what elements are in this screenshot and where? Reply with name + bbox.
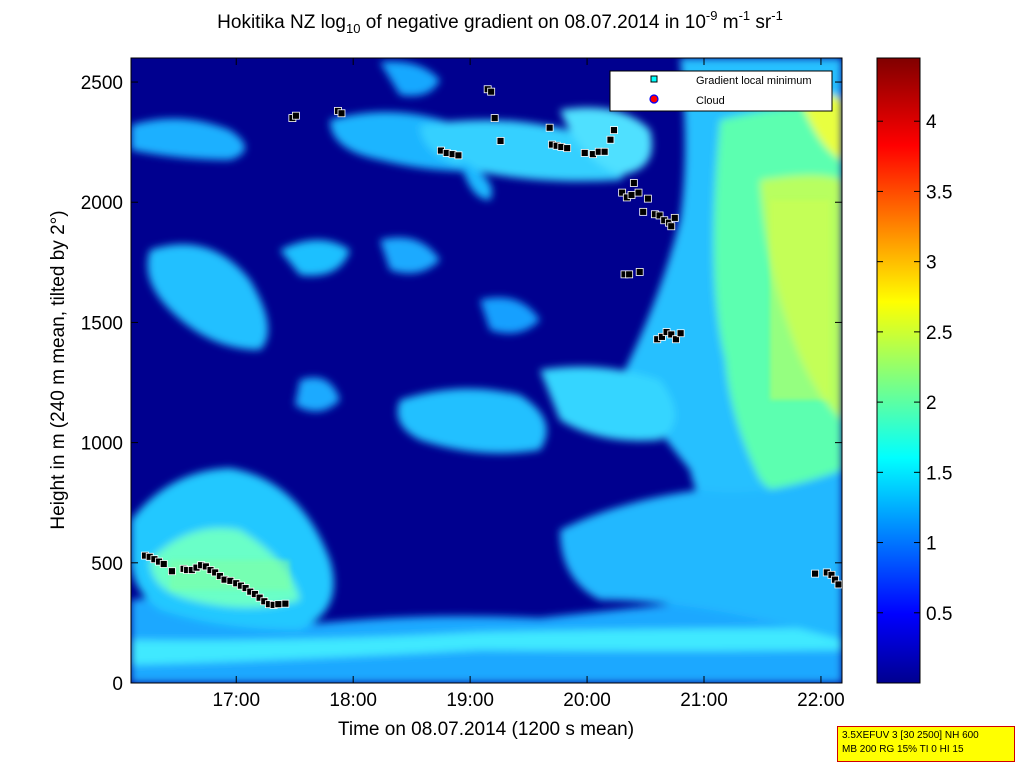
x-tick-label: 21:00 xyxy=(680,690,728,711)
x-axis-label: Time on 08.07.2014 (1200 s mean) xyxy=(338,719,634,740)
x-tick-label: 19:00 xyxy=(446,690,494,711)
gradient-minimum-marker xyxy=(600,147,609,156)
gradient-minimum-marker xyxy=(337,109,346,118)
colorbar-tick-label: 4 xyxy=(926,112,937,133)
colorbar: 0.5 1 1.5 2 2.5 3 3.5 4 xyxy=(876,57,952,684)
colorbar-tick-label: 3 xyxy=(926,253,937,274)
gradient-minimum-marker xyxy=(580,149,589,157)
settings-box: 3.5XEFUV 3 [30 2500] NH 600 MB 200 RG 15… xyxy=(837,726,1015,762)
gradient-minimum-marker xyxy=(627,191,636,199)
title-log-base: 10 xyxy=(346,21,361,36)
gradient-minimum-marker xyxy=(281,599,290,608)
y-tick-label: 2500 xyxy=(81,73,123,94)
gradient-minimum-marker xyxy=(629,179,638,187)
title-prefix: Hokitika NZ log xyxy=(217,12,346,33)
colorbar-tick-label: 1.5 xyxy=(926,463,952,484)
gradient-minimum-marker xyxy=(291,111,300,120)
chart-title: Hokitika NZ log10 of negative gradient o… xyxy=(0,8,1000,36)
gradient-minimum-marker xyxy=(670,213,679,222)
gradient-minimum-marker xyxy=(159,560,168,568)
title-exponent: -9 xyxy=(705,8,718,23)
legend-label-cloud: Cloud xyxy=(696,95,725,107)
x-tick-label: 18:00 xyxy=(329,690,377,711)
gradient-minimum-marker xyxy=(643,194,652,203)
x-tick-label: 20:00 xyxy=(563,690,611,711)
gradient-minimum-marker xyxy=(834,580,842,589)
y-tick-label: 0 xyxy=(112,674,123,695)
colorbar-tick-label: 0.5 xyxy=(926,604,952,625)
gradient-minimum-marker xyxy=(655,211,664,220)
gradient-minimum-marker xyxy=(490,114,499,122)
gradient-minimum-marker xyxy=(667,330,676,339)
colorbar-tick-label: 3.5 xyxy=(926,182,952,203)
gradient-minimum-marker xyxy=(496,137,505,145)
gradient-minimum-marker xyxy=(610,126,618,135)
title-exponent-m: -1 xyxy=(738,8,751,23)
gradient-minimum-marker xyxy=(606,135,615,144)
gradient-minimum-marker xyxy=(168,567,176,576)
gradient-minimum-marker xyxy=(811,569,820,578)
gradient-minimum-marker xyxy=(618,188,627,197)
y-tick-label: 1000 xyxy=(81,434,123,455)
gradient-minimum-marker xyxy=(672,335,680,344)
legend-square-marker xyxy=(650,75,658,83)
colorbar-tick-label: 2.5 xyxy=(926,323,952,344)
settings-line-1: 3.5XEFUV 3 [30 2500] NH 600 xyxy=(842,730,979,741)
gradient-minimum-marker xyxy=(625,270,634,279)
gradient-minimum-marker xyxy=(454,151,463,160)
colorbar-tick-label: 2 xyxy=(926,393,937,414)
gradient-minimum-marker xyxy=(634,188,643,197)
colorbar-gradient xyxy=(876,57,921,684)
gradient-minimum-markers xyxy=(141,85,842,609)
title-exponent-sr: -1 xyxy=(771,8,783,23)
legend: Gradient local minimum Cloud xyxy=(609,70,833,112)
legend-circle-marker xyxy=(649,94,659,104)
gradient-minimum-marker xyxy=(563,144,572,153)
y-tick-label: 2000 xyxy=(81,193,123,214)
gradient-minimum-marker xyxy=(639,207,648,216)
gradient-minimum-marker xyxy=(487,87,496,96)
legend-label-gradient: Gradient local minimum xyxy=(696,75,812,87)
gradient-minimum-marker xyxy=(667,222,676,231)
legend-box xyxy=(609,70,833,112)
y-tick-label: 500 xyxy=(91,554,123,575)
colorbar-ticks: 0.5 1 1.5 2 2.5 3 3.5 4 xyxy=(877,112,952,625)
gradient-minimum-marker xyxy=(545,123,554,132)
gradient-minimum-marker xyxy=(274,600,283,609)
gradient-minimum-marker xyxy=(635,268,644,276)
plot-frame xyxy=(130,57,843,684)
y-tick-label: 1500 xyxy=(81,313,123,334)
settings-line-2: MB 200 RG 15% TI 0 HI 15 xyxy=(842,744,964,755)
title-unit-sr: sr xyxy=(750,12,772,33)
gradient-minimum-marker xyxy=(676,329,685,338)
y-axis: 0 500 1000 1500 2000 2500 xyxy=(81,73,842,695)
title-unit-m: m xyxy=(717,12,739,33)
x-axis: 17:00 18:00 19:00 20:00 21:00 22:00 xyxy=(212,58,845,711)
y-axis-label: Height in m (240 m mean, tilted by 2°) xyxy=(48,210,69,529)
title-middle: of negative gradient on 08.07.2014 in 10 xyxy=(360,12,706,33)
x-tick-label: 22:00 xyxy=(797,690,845,711)
x-tick-label: 17:00 xyxy=(212,690,260,711)
colorbar-tick-label: 1 xyxy=(926,534,937,555)
gradient-minimum-marker xyxy=(658,332,666,341)
